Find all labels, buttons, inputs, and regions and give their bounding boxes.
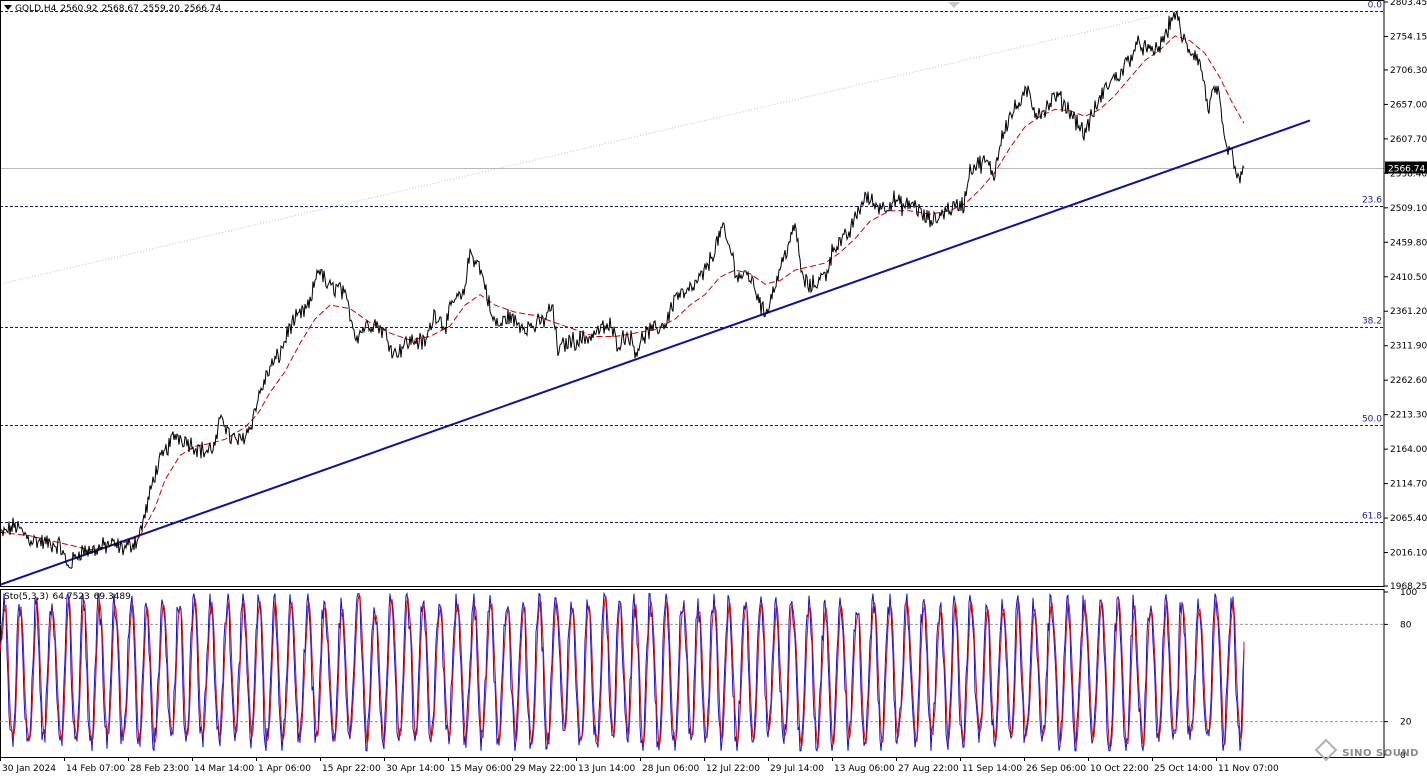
stochastic-signal-line (0, 593, 1245, 751)
low-value: 2559.20 (142, 4, 181, 14)
price-tick-label: 1968.25 (1390, 582, 1427, 592)
stochastic-label: Sto(5,3,3) 64.7523 69.3489 (4, 592, 132, 602)
stochastic-main-line (0, 591, 1245, 753)
price-tick-label: 2459.80 (1390, 238, 1427, 248)
price-tick-label: 2361.20 (1390, 307, 1427, 317)
price-tick-label: 2114.70 (1390, 480, 1427, 490)
stochastic-main-value: 64.7523 (52, 592, 90, 602)
symbol-dropdown-icon[interactable] (4, 5, 12, 10)
time-tick-label: 14 Mar 14:00 (194, 764, 254, 774)
time-tick-label: 15 May 06:00 (450, 764, 512, 774)
moving-average-layer (0, 35, 1245, 551)
time-axis: 30 Jan 2024 14 Feb 07:00 28 Feb 23:00 14 Ma… (0, 757, 1279, 774)
time-tick-label: 30 Apr 14:00 (386, 764, 445, 774)
time-tick-label: 14 Feb 07:00 (66, 764, 125, 774)
moving-average-line (0, 35, 1245, 551)
price-tick-label: 2657.00 (1390, 100, 1427, 110)
price-tick-label: 2607.70 (1390, 135, 1427, 145)
time-tick-label: 13 Jun 14:00 (578, 764, 635, 774)
price-tick-label: 2262.60 (1390, 376, 1427, 386)
time-tick-label: 25 Oct 14:00 (1154, 764, 1213, 774)
open-value: 2560.92 (60, 4, 98, 14)
fibonacci-layer (0, 10, 1384, 523)
time-tick-label: 12 Jul 22:00 (706, 764, 760, 774)
stochastic-tick-label: 100 (1400, 588, 1417, 598)
fibonacci-base-line (0, 10, 1176, 285)
stochastic-tick-label: 80 (1400, 620, 1412, 630)
fibonacci-labels: 0.0 23.6 38.2 50.0 61.8 (1362, 1, 1382, 522)
time-tick-label: 30 Jan 2024 (2, 764, 56, 774)
price-axis: 2803.45 2754.15 2706.30 2657.00 2607.70 2558.… (0, 0, 1427, 592)
price-tick-label: 2754.15 (1390, 32, 1427, 42)
fibonacci-level-label: 23.6 (1362, 196, 1382, 206)
watermark: SINO SOUND (1314, 738, 1419, 762)
time-tick-label: 28 Jun 06:00 (642, 764, 699, 774)
stochastic-panel: 100 80 20 0 (0, 588, 1417, 761)
price-tick-label: 2213.30 (1390, 411, 1427, 421)
symbol-label: GOLD,H4 (15, 4, 57, 14)
time-tick-label: 11 Nov 07:00 (1218, 764, 1279, 774)
price-tick-label: 2016.10 (1390, 549, 1427, 559)
fibonacci-level-label: 38.2 (1362, 317, 1382, 327)
watermark-text: SINO SOUND (1342, 748, 1419, 759)
current-price-label: 2566.74 (1388, 165, 1425, 175)
price-tick-label: 2509.10 (1390, 204, 1427, 214)
support-trendline (0, 119, 1311, 586)
fibonacci-level-label: 0.0 (1368, 1, 1383, 11)
shift-marker-icon (948, 2, 960, 8)
price-tick-label: 2311.90 (1390, 342, 1427, 352)
time-tick-label: 29 Jul 14:00 (770, 764, 824, 774)
trendline-layer[interactable] (0, 119, 1311, 586)
time-tick-label: 10 Oct 22:00 (1090, 764, 1149, 774)
stochastic-name: Sto(5,3,3) (4, 592, 49, 602)
time-tick-label: 28 Feb 23:00 (130, 764, 189, 774)
price-tick-label: 2065.40 (1390, 514, 1427, 524)
fibonacci-level-label: 61.8 (1362, 512, 1382, 522)
price-tick-label: 2558.40 (1390, 169, 1427, 179)
high-value: 2568.67 (101, 4, 139, 14)
stochastic-signal-value: 69.3489 (93, 592, 131, 602)
price-plot-frame (0, 0, 1385, 587)
fibonacci-level-label: 50.0 (1362, 415, 1382, 425)
current-price-box (1385, 161, 1427, 174)
price-tick-label: 2706.30 (1390, 66, 1427, 76)
price-tick-label: 2803.45 (1390, 0, 1427, 8)
price-tick-label: 2410.50 (1390, 273, 1427, 283)
time-tick-label: 15 Apr 22:00 (322, 764, 381, 774)
close-value: 2566.74 (184, 4, 222, 14)
time-tick-label: 1 Apr 06:00 (258, 764, 311, 774)
time-tick-label: 27 Aug 22:00 (898, 764, 959, 774)
ohlc-header: GOLD,H4 2560.92 2568.67 2559.20 2566.74 (4, 4, 225, 14)
price-line (0, 9, 1245, 570)
stochastic-plot-frame (0, 589, 1385, 758)
price-tick-label: 2164.00 (1390, 445, 1427, 455)
time-tick-label: 13 Aug 06:00 (834, 764, 895, 774)
time-tick-label: 26 Sep 06:00 (1026, 764, 1086, 774)
stochastic-tick-label: 0 (1400, 751, 1406, 761)
time-tick-label: 11 Sep 14:00 (962, 764, 1022, 774)
stochastic-tick-label: 20 (1400, 718, 1412, 728)
watermark-logo-icon (1314, 738, 1338, 762)
price-series-layer (0, 9, 1245, 570)
time-tick-label: 29 May 22:00 (514, 764, 576, 774)
